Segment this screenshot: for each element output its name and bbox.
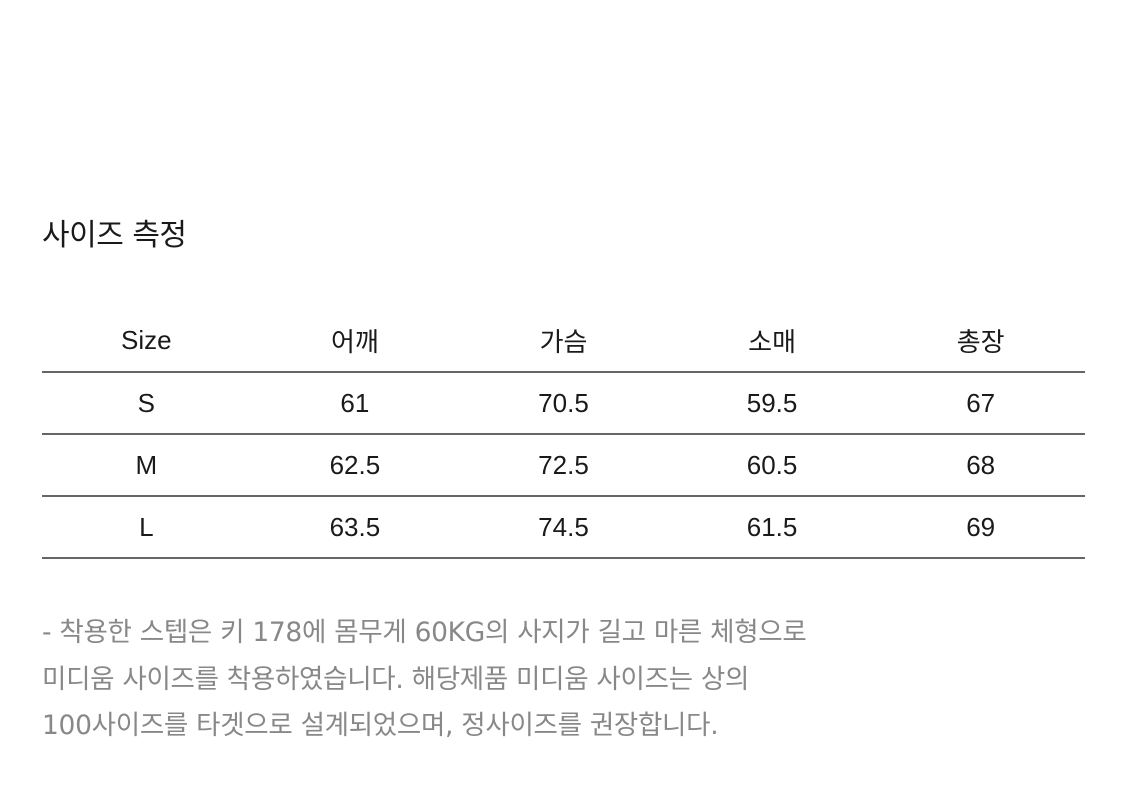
page-title: 사이즈 측정: [42, 218, 187, 253]
cell-chest: 74.5: [538, 511, 589, 542]
cell-shoulder: 62.5: [329, 449, 381, 480]
cell-sleeve: 59.5: [746, 387, 798, 418]
header-size: Size: [121, 325, 172, 355]
cell-shoulder: 61: [340, 387, 370, 418]
fit-note: - 착용한 스텝은 키 178에 몸무게 60KG의 사지가 길고 마른 체형으…: [42, 610, 1082, 750]
note-line: 100사이즈를 타겟으로 설계되었으며, 정사이즈를 권장합니다.: [42, 710, 719, 741]
header-chest: 가슴: [539, 327, 588, 357]
cell-size: S: [137, 387, 155, 418]
cell-length: 67: [966, 387, 996, 418]
table-header-row: Size 어깨 가슴 소매 총장: [42, 310, 1085, 372]
cell-chest: 72.5: [538, 449, 589, 480]
cell-length: 68: [966, 449, 996, 480]
table-row: M 62.5 72.5 60.5 68: [42, 434, 1085, 496]
size-table: Size 어깨 가슴 소매 총장 S 61 70.5 59.5 67 M 62.…: [42, 310, 1085, 559]
cell-size: L: [139, 511, 154, 542]
cell-sleeve: 61.5: [746, 511, 798, 542]
cell-chest: 70.5: [538, 387, 589, 418]
note-line: 미디움 사이즈를 착용하였습니다. 해당제품 미디움 사이즈는 상의: [42, 663, 750, 695]
cell-length: 69: [966, 511, 996, 542]
table-row: S 61 70.5 59.5 67: [42, 372, 1085, 434]
table-row: L 63.5 74.5 61.5 69: [42, 496, 1085, 558]
cell-size: M: [135, 449, 158, 480]
cell-sleeve: 60.5: [746, 449, 798, 480]
note-line: - 착용한 스텝은 키 178에 몸무게 60KG의 사지가 길고 마른 체형으…: [42, 617, 807, 648]
header-length: 총장: [956, 327, 1005, 357]
cell-shoulder: 63.5: [329, 511, 381, 542]
header-sleeve: 소매: [748, 327, 796, 357]
header-shoulder: 어깨: [330, 327, 379, 357]
